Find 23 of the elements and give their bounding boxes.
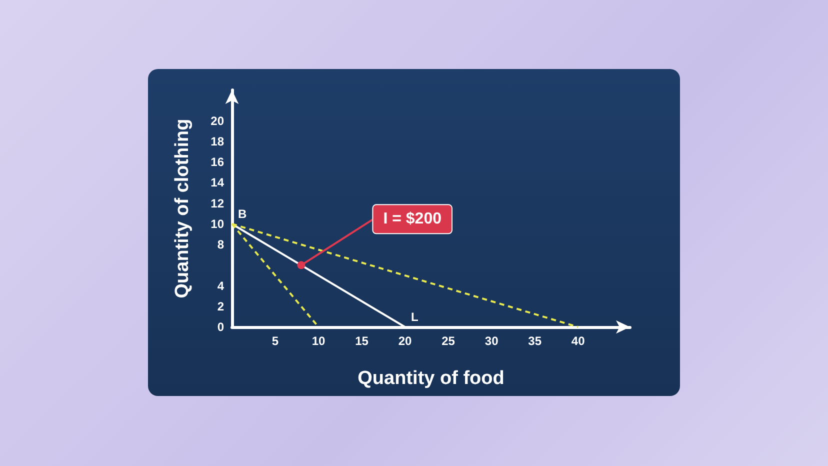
x-tick-label: 15 (355, 334, 369, 348)
x-tick-label: 25 (442, 334, 456, 348)
x-axis-title: Quantity of food (358, 368, 504, 389)
x-tick-label: 35 (528, 334, 542, 348)
y-tick-label: 12 (210, 196, 224, 210)
annotation: I = $200 (383, 210, 442, 228)
x-tick-label: 5 (272, 334, 279, 348)
y-tick-label: 14 (210, 176, 224, 190)
y-axis-title: Quantity of clothing (172, 118, 193, 298)
x-tick-label: 20 (398, 334, 412, 348)
annotation: L (411, 310, 418, 324)
y-tick-label: 8 (217, 238, 224, 252)
x-tick-label: 30 (484, 334, 499, 348)
annotation: B (238, 206, 247, 221)
x-tick-label: 40 (571, 334, 586, 348)
y-tick-label: 18 (210, 134, 224, 149)
y-tick-label: 16 (210, 155, 224, 170)
x-tick-label: 10 (312, 334, 326, 348)
y-tick-label: 4 (217, 278, 224, 293)
y-tick-label: 2 (217, 299, 224, 314)
y-tick-label: 0 (217, 320, 224, 334)
y-tick-label: 20 (210, 114, 224, 128)
y-tick-label: 10 (210, 216, 224, 231)
